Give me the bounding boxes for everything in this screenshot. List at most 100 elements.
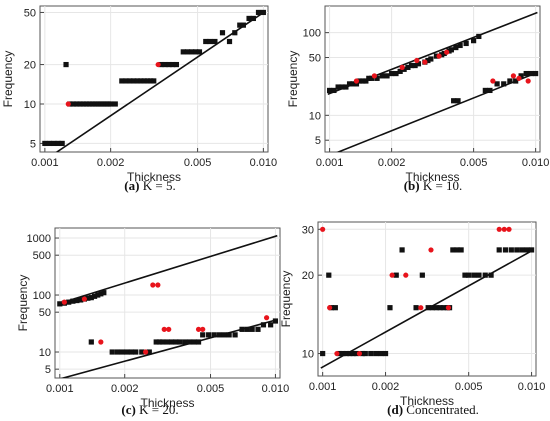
data-point-circle — [81, 296, 87, 302]
data-point-square — [413, 305, 419, 311]
data-point-square — [463, 40, 469, 47]
data-point-square — [476, 272, 482, 278]
data-point-circle — [490, 78, 496, 84]
data-point-circle — [510, 73, 517, 79]
y-tick-label: 30 — [302, 224, 314, 236]
x-axis-title: Thickness — [127, 170, 181, 184]
data-point-square — [51, 140, 57, 147]
data-point-square — [127, 78, 133, 84]
data-point-square — [507, 78, 513, 84]
data-point-square — [169, 339, 175, 345]
data-point-square — [514, 247, 520, 253]
data-point-square — [160, 339, 166, 345]
chart-panel-4: 0.001 0.002 0.005 0.010 10 20 30 Thickness Frequ… — [279, 221, 545, 417]
data-point-square — [487, 87, 493, 94]
data-point-square — [374, 75, 380, 81]
x-axis-title: Thickness — [400, 394, 454, 408]
data-point-square — [91, 293, 98, 299]
data-point-square — [74, 297, 80, 304]
data-point-square — [232, 30, 238, 36]
data-point-square — [320, 350, 326, 357]
data-point-square — [482, 87, 488, 94]
x-tick-label: 0.010 — [522, 157, 550, 169]
data-point-square — [80, 101, 86, 107]
chart-panel-2: 0.001 0.002 0.005 0.010 5 10 50 100 Thickness Fre… — [286, 5, 550, 193]
data-point-square — [451, 98, 457, 104]
data-point-square — [397, 68, 403, 74]
data-point-square — [369, 75, 375, 81]
data-point-square — [144, 78, 151, 84]
data-point-square — [513, 78, 519, 84]
data-point-square — [189, 49, 195, 55]
data-point-circle — [143, 349, 149, 355]
data-point-square — [453, 44, 459, 51]
data-point-square — [119, 349, 125, 355]
data-point-square — [95, 292, 101, 298]
x-tick-label: 0.002 — [111, 383, 139, 395]
data-point-square — [450, 247, 456, 253]
data-point-square — [405, 64, 411, 70]
y-axis-title: Frequency — [286, 51, 300, 108]
data-point-square — [153, 339, 159, 345]
x-tick-label: 0.001 — [316, 157, 344, 169]
x-tick-label: 0.010 — [262, 383, 290, 395]
data-point-square — [255, 9, 262, 16]
data-point-square — [448, 47, 454, 53]
data-point-square — [384, 73, 390, 79]
data-point-square — [255, 326, 261, 332]
data-point-square — [123, 78, 129, 84]
data-point-circle — [418, 305, 424, 311]
data-point-square — [128, 349, 135, 355]
data-point-square — [88, 339, 94, 345]
data-point-square — [339, 84, 345, 90]
data-point-square — [260, 9, 266, 16]
data-point-square — [86, 101, 93, 107]
data-point-square — [170, 61, 176, 68]
data-point-square — [363, 78, 369, 84]
data-point-square — [191, 339, 197, 345]
data-point-square — [200, 332, 206, 338]
data-point-square — [114, 349, 121, 355]
y-tick-label: 10 — [302, 349, 314, 361]
data-point-square — [335, 84, 341, 90]
data-point-square — [415, 61, 422, 67]
data-point-square — [180, 49, 186, 55]
data-point-square — [78, 297, 84, 303]
data-point-circle — [444, 49, 450, 55]
data-point-square — [433, 53, 440, 59]
data-point-square — [124, 349, 130, 355]
data-point-square — [85, 295, 91, 301]
data-marks — [320, 226, 535, 369]
data-point-square — [482, 272, 488, 278]
data-point-square — [379, 73, 385, 79]
data-point-square — [57, 301, 63, 307]
data-point-square — [182, 339, 188, 345]
y-tick-label: 50 — [39, 307, 51, 319]
data-point-square — [425, 57, 431, 64]
data-point-square — [401, 66, 407, 72]
x-tick-label: 0.005 — [184, 157, 212, 169]
data-point-circle — [98, 339, 104, 345]
data-point-square — [346, 81, 353, 87]
data-point-square — [399, 247, 405, 253]
y-axis-title: Frequency — [16, 275, 30, 332]
data-point-square — [133, 349, 139, 355]
data-point-square — [74, 101, 80, 107]
data-point-square — [425, 305, 431, 311]
reference-line-1 — [57, 234, 278, 305]
data-point-square — [148, 78, 154, 84]
data-point-square — [519, 247, 525, 253]
data-point-square — [187, 339, 193, 345]
data-point-square — [454, 247, 460, 253]
data-point-square — [441, 305, 447, 311]
y-tick-label: 10 — [39, 347, 51, 359]
data-point-square — [156, 339, 163, 345]
data-point-square — [246, 15, 252, 22]
data-marks — [57, 234, 279, 378]
data-point-square — [98, 291, 104, 297]
data-point-square — [387, 305, 393, 311]
y-tick-label: 1000 — [27, 233, 51, 245]
data-point-square — [42, 140, 48, 147]
y-tick-label: 100 — [33, 290, 51, 302]
